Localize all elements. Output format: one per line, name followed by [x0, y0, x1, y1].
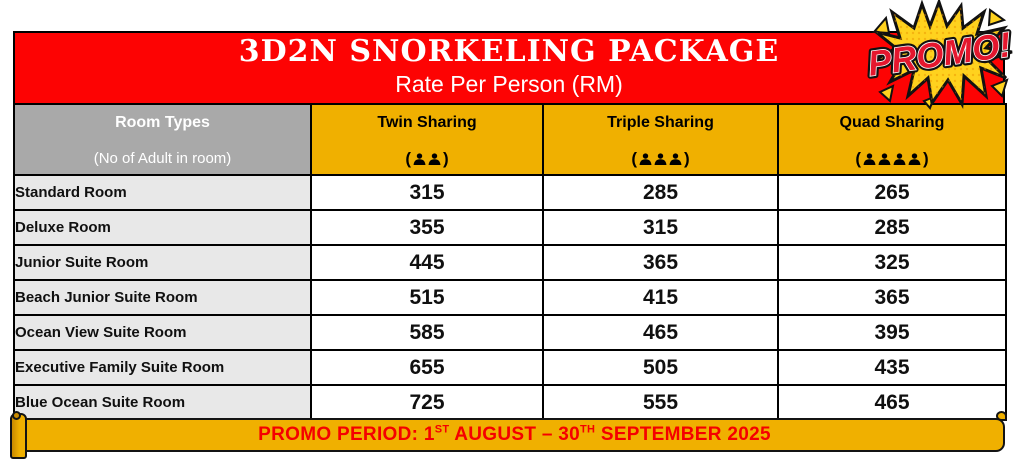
rate-cell: 265 [777, 174, 1007, 211]
room-name-cell: Deluxe Room [13, 209, 312, 246]
title-banner: 3D2N SNORKELING PACKAGE Rate Per Person … [13, 31, 1005, 103]
promo-burst-icon: PROMO! PROMO! [863, 0, 1016, 110]
page-title: 3D2N SNORKELING PACKAGE [238, 34, 780, 69]
table-row: Deluxe Room 355 315 285 [13, 209, 1007, 246]
rate-cell: 315 [542, 209, 779, 246]
rate-cell: 315 [310, 174, 544, 211]
rate-cell: 365 [542, 244, 779, 281]
rate-cell: 555 [542, 384, 779, 421]
header-row: Room Types (No of Adult in room) Twin Sh… [13, 103, 1007, 176]
person-icon [908, 152, 921, 165]
rate-cell: 465 [777, 384, 1007, 421]
table-row: Junior Suite Room 445 365 325 [13, 244, 1007, 281]
rate-cell: 355 [310, 209, 544, 246]
rate-cell: 325 [777, 244, 1007, 281]
rate-cell: 585 [310, 314, 544, 351]
room-name-cell: Ocean View Suite Room [13, 314, 312, 351]
rate-cell: 435 [777, 349, 1007, 386]
room-types-sublabel: (No of Adult in room) [93, 150, 232, 167]
ribbon-roll-left [10, 413, 27, 459]
room-types-label: Room Types [115, 114, 210, 131]
table-row: Executive Family Suite Room 655 505 435 [13, 349, 1007, 386]
rate-cell: 445 [310, 244, 544, 281]
column-header-room-types: Room Types (No of Adult in room) [13, 103, 312, 176]
rate-cell: 395 [777, 314, 1007, 351]
page-subtitle: Rate Per Person (RM) [395, 71, 623, 97]
table-row: Standard Room 315 285 265 [13, 174, 1007, 211]
person-icon [893, 152, 906, 165]
rate-cell: 515 [310, 279, 544, 316]
room-name-cell: Standard Room [13, 174, 312, 211]
twin-occupancy-icons: () [405, 149, 449, 168]
person-icon [669, 152, 682, 165]
person-icon [413, 152, 426, 165]
rate-cell: 655 [310, 349, 544, 386]
person-icon [428, 152, 441, 165]
promo-period-banner: PROMO PERIOD: 1ST AUGUST – 30TH SEPTEMBE… [24, 418, 1005, 452]
column-header-triple-sharing: Triple Sharing () [542, 103, 779, 176]
table-row: Blue Ocean Suite Room 725 555 465 [13, 384, 1007, 421]
rate-cell: 465 [542, 314, 779, 351]
room-name-cell: Beach Junior Suite Room [13, 279, 312, 316]
triple-occupancy-icons: () [631, 149, 690, 168]
rate-cell: 365 [777, 279, 1007, 316]
rate-cell: 285 [777, 209, 1007, 246]
room-name-cell: Junior Suite Room [13, 244, 312, 281]
rate-cell: 415 [542, 279, 779, 316]
table-row: Ocean View Suite Room 585 465 395 [13, 314, 1007, 351]
quad-occupancy-icons: () [855, 149, 929, 168]
rate-cell: 725 [310, 384, 544, 421]
rates-table: Room Types (No of Adult in room) Twin Sh… [13, 103, 1007, 421]
room-name-cell: Executive Family Suite Room [13, 349, 312, 386]
column-header-quad-sharing: Quad Sharing () [777, 103, 1007, 176]
room-name-cell: Blue Ocean Suite Room [13, 384, 312, 421]
ribbon-roll-curl [12, 411, 21, 420]
person-icon [878, 152, 891, 165]
promo-period-text: PROMO PERIOD: 1ST AUGUST – 30TH SEPTEMBE… [258, 423, 771, 445]
column-header-twin-sharing: Twin Sharing () [310, 103, 544, 176]
rate-cell: 285 [542, 174, 779, 211]
person-icon [639, 152, 652, 165]
table-row: Beach Junior Suite Room 515 415 365 [13, 279, 1007, 316]
rate-cell: 505 [542, 349, 779, 386]
person-icon [654, 152, 667, 165]
person-icon [863, 152, 876, 165]
